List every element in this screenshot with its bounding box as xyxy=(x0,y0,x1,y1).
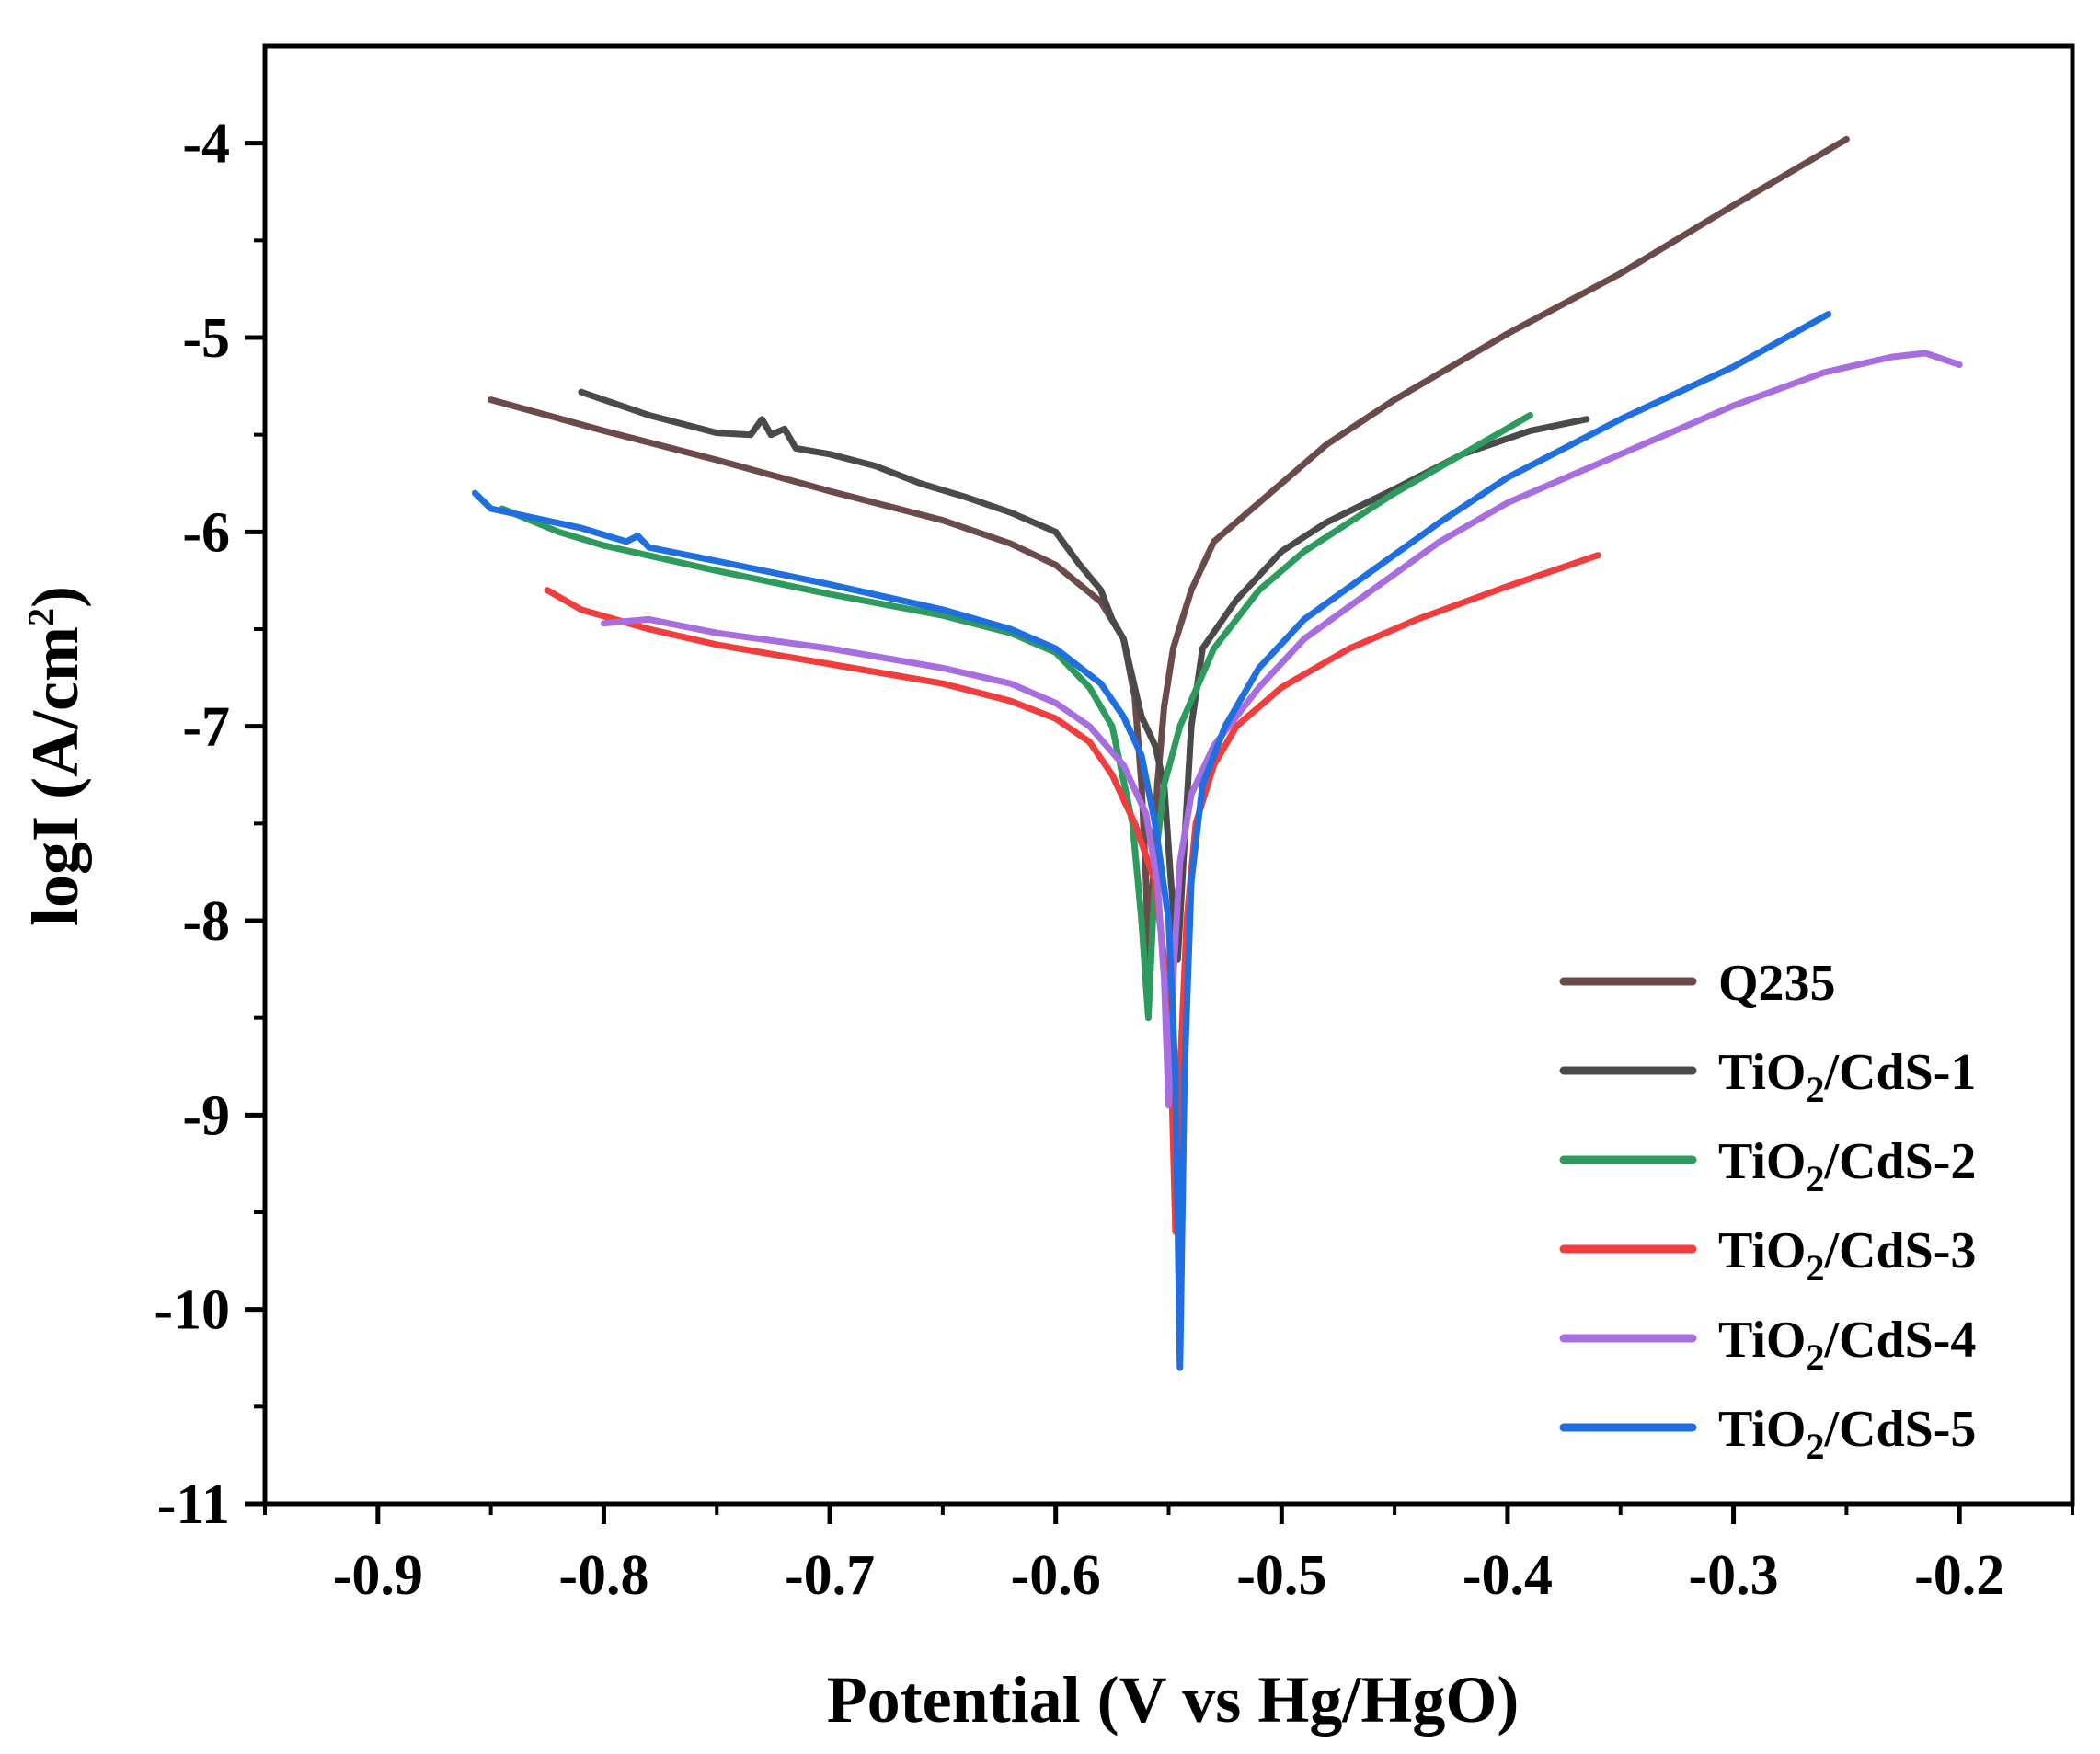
legend-label-5: TiO2/CdS-4 xyxy=(1718,1312,1976,1378)
x-tick-label: -0.7 xyxy=(785,1544,875,1607)
legend-label-6: TiO2/CdS-5 xyxy=(1718,1401,1976,1467)
legend-label-3: TiO2/CdS-2 xyxy=(1718,1133,1976,1199)
y-tick-label: -4 xyxy=(182,113,230,176)
x-tick-label: -0.2 xyxy=(1914,1544,2004,1607)
y-axis-title: logI (A/cm2) xyxy=(18,586,92,926)
y-axis-title-sup: 2 xyxy=(20,608,62,626)
legend-label-1: Q235 xyxy=(1718,955,1836,1012)
x-tick-label: -0.9 xyxy=(333,1544,423,1607)
x-tick-label: -0.8 xyxy=(558,1544,648,1607)
y-tick-label: -10 xyxy=(154,1279,230,1342)
y-tick-label: -11 xyxy=(157,1473,230,1536)
x-tick-label: -0.5 xyxy=(1236,1544,1326,1607)
legend: Q235 TiO2/CdS-1 TiO2/CdS-2 TiO2/CdS-3 TiO2/C… xyxy=(1559,955,1976,1467)
axes-layer: -0.9 -0.8 -0.7 -0.6 -0.5 -0.4 -0.3 -0.2 -11 -10 -9… xyxy=(154,43,2075,1607)
x-axis-title: Potential (V vs Hg/HgO) xyxy=(827,1663,1520,1737)
series-layer xyxy=(471,135,1963,1371)
y-axis-title-close: ) xyxy=(18,586,92,608)
y-tick-label: -9 xyxy=(182,1084,230,1147)
legend-label-2: TiO2/CdS-1 xyxy=(1718,1044,1976,1110)
y-tick-label: -8 xyxy=(182,890,230,953)
x-tick-label: -0.4 xyxy=(1463,1544,1553,1607)
x-tick-label: -0.6 xyxy=(1011,1544,1101,1607)
series-line-3 xyxy=(499,412,1533,1022)
y-tick-label: -6 xyxy=(182,501,230,564)
y-tick-label: -5 xyxy=(182,307,230,370)
series-line-2 xyxy=(578,388,1590,963)
legend-label-4: TiO2/CdS-3 xyxy=(1718,1222,1976,1289)
series-line-5 xyxy=(600,350,1963,1109)
x-tick-label: -0.3 xyxy=(1688,1544,1778,1607)
y-axis-title-main: logI (A/cm xyxy=(18,626,92,926)
y-tick-label: -7 xyxy=(182,696,230,759)
series-line-6 xyxy=(471,311,1832,1371)
